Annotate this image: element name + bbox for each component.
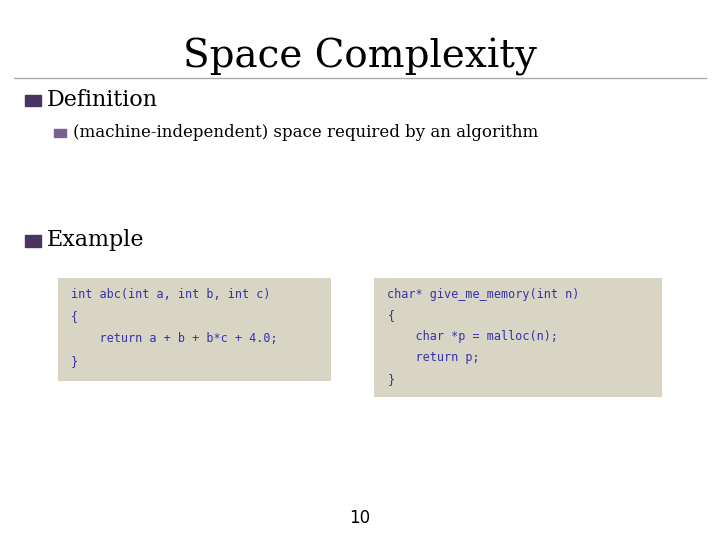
Text: Definition: Definition bbox=[47, 89, 158, 111]
Bar bbox=[54, 129, 66, 137]
Text: (machine-independent) space required by an algorithm: (machine-independent) space required by … bbox=[73, 124, 539, 141]
Bar bbox=[25, 235, 41, 247]
Text: Example: Example bbox=[47, 230, 144, 251]
Text: {: { bbox=[71, 310, 78, 323]
Text: }: } bbox=[387, 373, 395, 386]
Text: char *p = malloc(n);: char *p = malloc(n); bbox=[387, 330, 559, 343]
FancyBboxPatch shape bbox=[374, 278, 662, 397]
Text: }: } bbox=[71, 355, 78, 368]
Text: 10: 10 bbox=[349, 509, 371, 528]
Text: {: { bbox=[387, 309, 395, 322]
Text: return p;: return p; bbox=[387, 352, 480, 365]
FancyBboxPatch shape bbox=[58, 278, 331, 381]
Text: int abc(int a, int b, int c): int abc(int a, int b, int c) bbox=[71, 288, 270, 301]
Text: return a + b + b*c + 4.0;: return a + b + b*c + 4.0; bbox=[71, 333, 277, 346]
Bar bbox=[25, 94, 41, 106]
Text: Space Complexity: Space Complexity bbox=[183, 38, 537, 76]
Text: char* give_me_memory(int n): char* give_me_memory(int n) bbox=[387, 288, 580, 301]
